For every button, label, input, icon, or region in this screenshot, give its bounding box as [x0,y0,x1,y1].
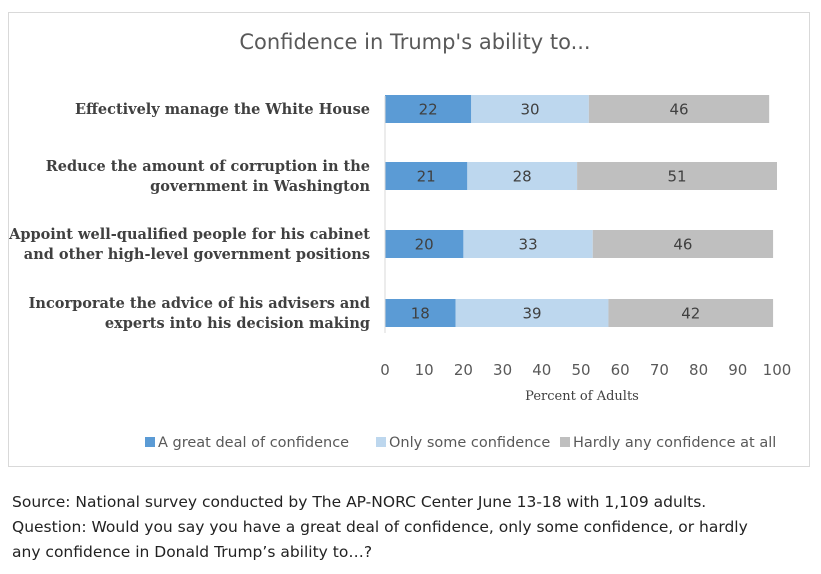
category-label: government in Washington [150,178,370,195]
chart-title: Confidence in Trump's ability to... [239,30,590,54]
x-tick-label: 80 [689,361,708,379]
data-label: 46 [673,236,692,254]
data-label: 28 [513,168,532,186]
x-tick-label: 10 [415,361,434,379]
question-line-1: Question: Would you say you have a great… [12,518,748,536]
bar-segment [385,230,464,258]
stacked-bar-chart: Confidence in Trump's ability to... Effe… [9,30,791,451]
category-label: Effectively manage the White House [75,101,370,118]
category-label: Reduce the amount of corruption in the [46,158,370,175]
bar-segment [455,299,609,327]
category-labels: Effectively manage the White House Reduce… [9,101,370,332]
x-tick-label: 30 [493,361,512,379]
x-axis: 0 10 20 30 40 50 60 70 80 90 100 [380,96,791,379]
bar-segment [588,95,770,123]
bar-segment [471,95,589,123]
bar-segment [385,95,472,123]
category-label: Incorporate the advice of his advisers a… [29,295,370,312]
data-label: 30 [520,101,539,119]
bar-segment [385,162,468,190]
x-tick-label: 40 [532,361,551,379]
data-label: 20 [415,236,434,254]
legend-label: Only some confidence [389,435,550,451]
x-tick-label: 100 [763,361,792,379]
data-label: 51 [667,168,686,186]
bars: 22 30 46 21 28 51 20 33 46 18 39 42 [385,95,777,327]
data-label: 42 [681,305,700,323]
legend-label: Hardly any confidence at all [573,435,776,451]
source-line: Source: National survey conducted by The… [12,493,707,511]
x-tick-label: 50 [571,361,590,379]
x-tick-label: 20 [454,361,473,379]
bar-segment [592,230,774,258]
data-label: 33 [519,236,538,254]
legend: A great deal of confidence Only some conf… [145,435,776,451]
legend-swatch [145,437,155,447]
x-tick-label: 70 [650,361,669,379]
x-tick-label: 0 [380,361,390,379]
data-label: 22 [419,101,438,119]
legend-swatch [376,437,386,447]
data-label: 39 [522,305,541,323]
x-tick-label: 90 [728,361,747,379]
data-label: 21 [417,168,436,186]
data-label: 46 [669,101,688,119]
source-note: Source: National survey conducted by The… [12,490,812,565]
category-label: and other high-level government position… [24,246,370,263]
category-label: experts into his decision making [105,315,370,332]
question-line-2: any confidence in Donald Trump’s ability… [12,543,373,561]
data-label: 18 [411,305,430,323]
bar-segment [467,162,578,190]
bar-segment [385,299,456,327]
x-axis-title: Percent of Adults [525,389,639,404]
bar-segment [577,162,777,190]
chart-frame: Confidence in Trump's ability to... Effe… [8,12,810,467]
legend-swatch [560,437,570,447]
x-tick-label: 60 [611,361,630,379]
bar-segment [608,299,774,327]
category-label: Appoint well-qualified people for his ca… [9,226,370,243]
bar-segment [463,230,593,258]
legend-label: A great deal of confidence [158,435,349,451]
